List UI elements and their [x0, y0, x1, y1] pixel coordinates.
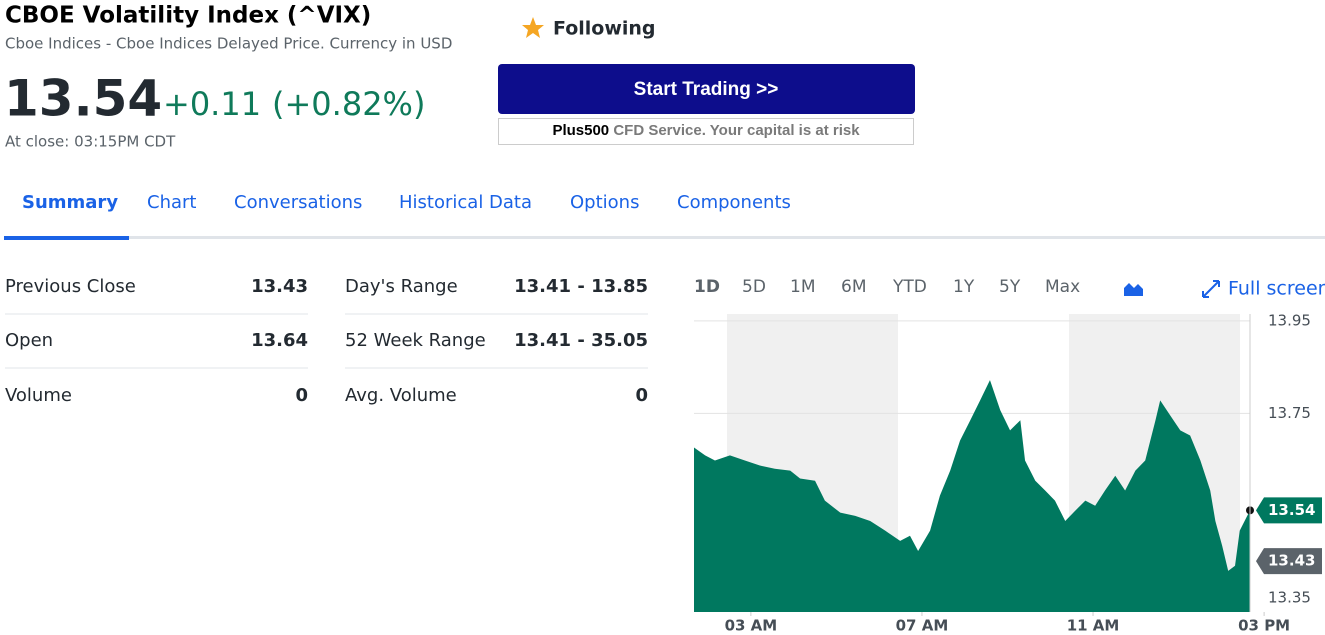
disclaimer-box	[498, 118, 914, 145]
stat-label: Avg. Volume	[345, 385, 457, 406]
tab-rule	[4, 236, 1325, 239]
trade-button[interactable]	[498, 64, 915, 114]
stat-label: Volume	[5, 385, 72, 406]
y-tick-label: 13.75	[1268, 404, 1311, 422]
title: CBOE Volatility Index (^VIX)	[5, 3, 371, 29]
follow-button[interactable]: Following	[553, 18, 656, 40]
range-button[interactable]: Max	[1045, 277, 1080, 297]
stat-label: Day's Range	[345, 276, 458, 297]
full-screen-icon[interactable]	[1202, 280, 1220, 298]
stat-value: 13.41 - 13.85	[514, 276, 648, 297]
stat-value: 13.41 - 35.05	[514, 330, 648, 351]
price-tag	[1256, 497, 1322, 524]
tab-active-bar	[4, 236, 129, 240]
change: +0.11	[163, 85, 261, 123]
x-tick-label: 11 AM	[1067, 617, 1120, 635]
stat-value: 0	[635, 385, 648, 406]
trade-button-label[interactable]: Start Trading >>	[634, 79, 779, 100]
price-tag-label: 13.43	[1268, 552, 1315, 570]
range-button[interactable]: 5Y	[999, 277, 1021, 297]
range-button[interactable]: 5D	[742, 277, 766, 297]
disclaimer-text: CFD Service. Your capital is at risk	[613, 122, 860, 139]
x-tick-label: 03 AM	[725, 617, 778, 635]
stat-value: 13.64	[251, 330, 308, 351]
tab[interactable]: Summary	[22, 192, 118, 213]
stat-value: 0	[295, 385, 308, 406]
y-tick-label: 13.95	[1268, 311, 1311, 329]
range-button[interactable]: 1D	[694, 277, 720, 297]
tab[interactable]: Chart	[147, 192, 196, 213]
price-tag	[1256, 548, 1322, 575]
x-tick-label: 07 AM	[896, 617, 949, 635]
star-icon[interactable]	[522, 17, 544, 38]
disclaimer: Plus500 CFD Service. Your capital is at …	[552, 122, 860, 139]
tab[interactable]: Options	[570, 192, 639, 213]
tab[interactable]: Historical Data	[399, 192, 532, 213]
price-area	[694, 380, 1250, 612]
stat-label: Open	[5, 330, 53, 351]
range-button[interactable]: 1M	[790, 277, 815, 297]
stat-label: Previous Close	[5, 276, 136, 297]
brand: Plus500	[552, 122, 609, 139]
price: 13.54	[4, 70, 162, 128]
range-button[interactable]: 1Y	[953, 277, 975, 297]
y-tick-label: 13.35	[1268, 589, 1311, 607]
x-tick-label: 03 PM	[1238, 617, 1290, 635]
subtitle: Cboe Indices - Cboe Indices Delayed Pric…	[5, 35, 452, 53]
stat-label: 52 Week Range	[345, 330, 486, 351]
tab[interactable]: Conversations	[234, 192, 362, 213]
full-screen[interactable]: Full screen	[1228, 278, 1325, 300]
range-button[interactable]: 6M	[841, 277, 866, 297]
chart-type-icon[interactable]	[1124, 283, 1143, 296]
stat-value: 13.43	[251, 276, 308, 297]
close-time: At close: 03:15PM CDT	[5, 133, 176, 151]
price-tag-label: 13.54	[1268, 501, 1315, 519]
range-button[interactable]: YTD	[892, 277, 927, 297]
tab[interactable]: Components	[677, 192, 791, 213]
change-pct: (+0.82%)	[272, 85, 425, 123]
